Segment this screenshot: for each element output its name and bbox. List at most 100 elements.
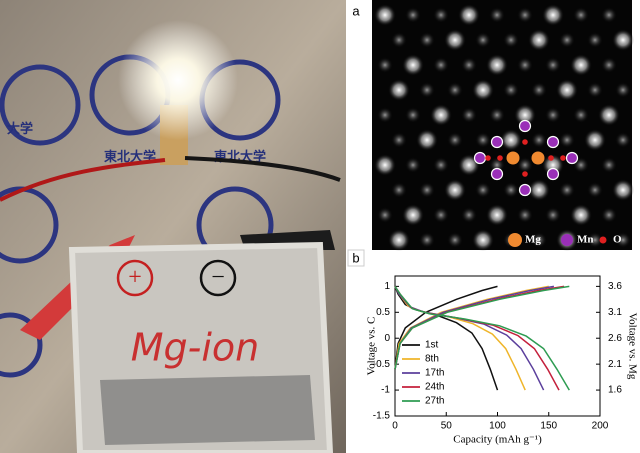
atom-column bbox=[377, 207, 393, 223]
atom-column bbox=[503, 182, 519, 198]
atom-column bbox=[461, 57, 477, 73]
atom-column bbox=[601, 207, 617, 223]
mg-atom bbox=[531, 151, 545, 165]
x-tick-label: 50 bbox=[441, 421, 453, 432]
mg-atom bbox=[506, 151, 520, 165]
atom-column bbox=[601, 157, 617, 173]
pouch-label: Mg-ion bbox=[131, 326, 260, 370]
atom-column bbox=[486, 54, 508, 76]
atom-column bbox=[419, 82, 435, 98]
atom-column bbox=[542, 154, 564, 176]
atom-column bbox=[531, 232, 547, 248]
atom-column bbox=[531, 82, 547, 98]
atom-columns bbox=[374, 4, 634, 251]
photo: 東北大学 東北大学 大学 + − Mg-ion bbox=[0, 0, 346, 453]
plus-sign: + bbox=[128, 265, 142, 291]
o-atom bbox=[485, 155, 491, 161]
atom-column bbox=[517, 7, 533, 23]
legend-label: 17th bbox=[425, 368, 444, 379]
atom-column bbox=[433, 7, 449, 23]
red-wire bbox=[0, 158, 166, 202]
atom-column bbox=[500, 129, 522, 151]
atom-column bbox=[503, 32, 519, 48]
atom-column bbox=[391, 132, 407, 148]
atom-overlay bbox=[473, 119, 579, 197]
atom-column bbox=[601, 7, 617, 23]
atom-column bbox=[584, 129, 606, 151]
legend-label: 24th bbox=[425, 382, 444, 393]
emblem-label: 大学 bbox=[7, 121, 33, 136]
y2-tick-label: 3.6 bbox=[608, 281, 622, 292]
minus-sign: − bbox=[211, 265, 225, 291]
mn-atom bbox=[565, 151, 579, 165]
atom-column bbox=[612, 179, 634, 201]
y-tick-label: -0.5 bbox=[373, 359, 391, 370]
atom-column bbox=[377, 107, 393, 123]
atom-column bbox=[475, 182, 491, 198]
atom-column bbox=[391, 182, 407, 198]
x-tick-label: 150 bbox=[540, 421, 557, 432]
atom-column bbox=[374, 4, 396, 26]
series-line bbox=[394, 285, 570, 391]
atom-column bbox=[615, 232, 631, 248]
o-atom bbox=[497, 155, 503, 161]
atom-column bbox=[528, 29, 550, 51]
atom-column bbox=[545, 207, 561, 223]
atom-column bbox=[433, 57, 449, 73]
atom-legend-marker bbox=[508, 233, 522, 247]
atom-column bbox=[405, 7, 421, 23]
atom-column bbox=[433, 207, 449, 223]
atom-column bbox=[486, 204, 508, 226]
atom-column bbox=[402, 54, 424, 76]
atom-column bbox=[402, 204, 424, 226]
atom-column bbox=[503, 82, 519, 98]
atom-column bbox=[587, 182, 603, 198]
atom-column bbox=[528, 179, 550, 201]
atom-column bbox=[587, 232, 603, 248]
atom-column bbox=[419, 232, 435, 248]
atom-legend-marker bbox=[599, 236, 607, 244]
x-tick-label: 200 bbox=[592, 421, 609, 432]
series-line bbox=[394, 285, 549, 391]
y-tick-label: -1 bbox=[381, 385, 390, 396]
o-atom bbox=[522, 171, 528, 177]
y-tick-label: 0 bbox=[384, 333, 390, 344]
emblem-label: 東北大学 bbox=[104, 149, 156, 164]
atom-column bbox=[556, 79, 578, 101]
x-tick-label: 0 bbox=[392, 421, 398, 432]
atom-column bbox=[461, 107, 477, 123]
atom-column bbox=[475, 32, 491, 48]
atom-legend-label: Mn bbox=[577, 234, 594, 246]
atom-column bbox=[573, 107, 589, 123]
atom-column bbox=[517, 207, 533, 223]
atom-column bbox=[559, 132, 575, 148]
y-tick-label: 0.5 bbox=[376, 307, 390, 318]
atom-column bbox=[374, 154, 396, 176]
atom-legend-label: Mg bbox=[525, 234, 541, 246]
atom-column bbox=[542, 4, 564, 26]
minus-circle bbox=[199, 259, 237, 297]
atom-column bbox=[472, 229, 494, 251]
atom-column bbox=[587, 32, 603, 48]
atom-column bbox=[545, 107, 561, 123]
x-tick-label: 100 bbox=[489, 421, 506, 432]
mn-atom bbox=[490, 135, 504, 149]
mn-atom bbox=[518, 119, 532, 133]
atom-column bbox=[573, 7, 589, 23]
atom-column bbox=[475, 132, 491, 148]
atom-column bbox=[419, 182, 435, 198]
panel-label-box bbox=[348, 3, 364, 19]
atom-column bbox=[458, 4, 480, 26]
led-glow bbox=[118, 20, 238, 140]
atom-column bbox=[531, 132, 547, 148]
atom-column bbox=[388, 79, 410, 101]
chart: 0 50 100 150 200 -1.5 -1 -0.5 0 0.5 1 1.6 2.1 2.6 3.1 3… bbox=[366, 275, 638, 446]
atom-column bbox=[489, 7, 505, 23]
atom-column bbox=[517, 157, 533, 173]
atom-column bbox=[570, 204, 592, 226]
atom-column bbox=[405, 107, 421, 123]
atom-column bbox=[447, 232, 463, 248]
legend-label: 27th bbox=[425, 396, 444, 407]
atom-column bbox=[391, 32, 407, 48]
atom-column bbox=[570, 54, 592, 76]
